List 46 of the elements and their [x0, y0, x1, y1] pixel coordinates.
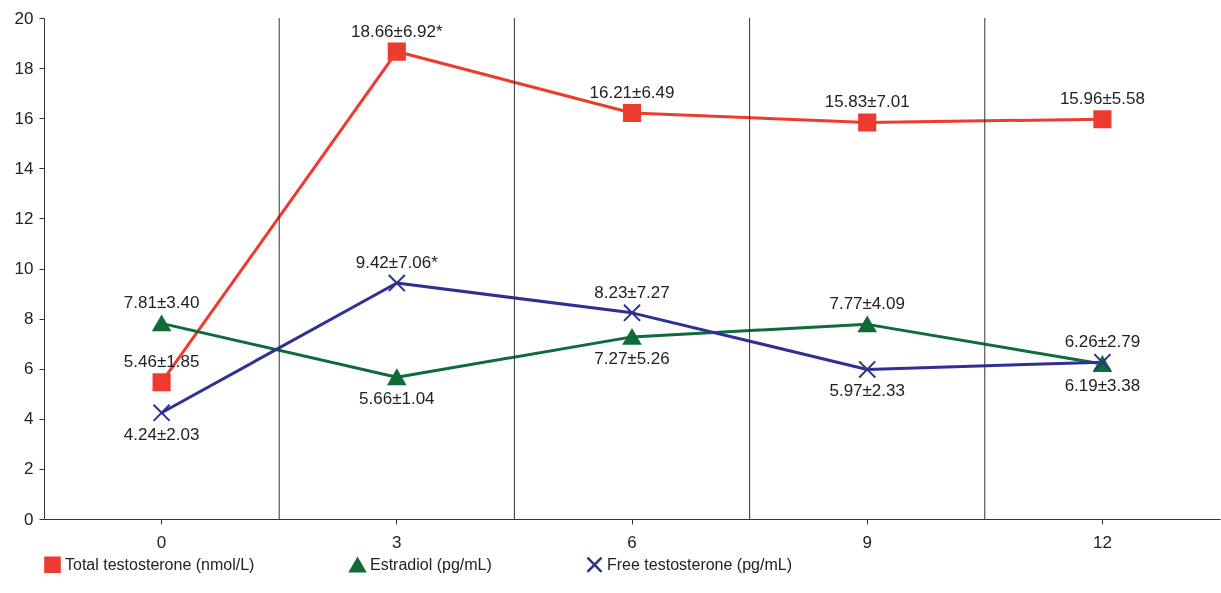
- point: [858, 113, 877, 132]
- y-tick-label: 10: [14, 259, 34, 278]
- y-tick-label: 12: [14, 208, 34, 228]
- point: [622, 328, 642, 345]
- data-label: 5.66±1.04: [359, 389, 435, 409]
- x-tick-label: 9: [862, 532, 872, 552]
- x-tick-label: 6: [627, 532, 637, 552]
- point: [152, 373, 171, 392]
- data-label: 15.96±5.58: [1059, 89, 1145, 109]
- data-label: 9.42±7.06*: [355, 253, 439, 273]
- data-label: 5.97±2.33: [829, 381, 905, 401]
- y-tick-label: 18: [14, 58, 34, 78]
- x-tick-label: 12: [1092, 532, 1112, 552]
- point: [387, 42, 406, 61]
- point: [622, 103, 642, 122]
- point: [152, 403, 171, 422]
- data-label: 7.27±5.26: [594, 348, 670, 368]
- y-tick-label: 0: [24, 509, 34, 529]
- y-tick-label: 16: [14, 108, 34, 128]
- y-tick-label: 20: [14, 8, 34, 28]
- point: [622, 303, 642, 322]
- data-label: 7.81±3.40: [123, 293, 200, 313]
- y-tick-label: 14: [14, 158, 34, 178]
- y-tick-label: 8: [24, 309, 34, 329]
- point: [858, 316, 877, 333]
- data-label: 15.83±7.01: [824, 92, 910, 112]
- legend-label: Free testosterone (pg/mL): [607, 555, 792, 573]
- y-tick-label: 2: [24, 459, 34, 479]
- point: [1093, 110, 1112, 129]
- point: [152, 315, 171, 332]
- point: [387, 273, 406, 293]
- data-label: 4.24±2.03: [123, 424, 200, 444]
- x-tick-label: 0: [156, 532, 167, 552]
- data-label: 7.77±4.09: [829, 294, 905, 314]
- data-label: 6.19±3.38: [1064, 375, 1141, 395]
- point: [387, 369, 406, 386]
- data-label: 6.26±2.79: [1064, 332, 1141, 352]
- y-tick-label: 4: [24, 409, 34, 429]
- data-label: 8.23±7.27: [594, 282, 670, 302]
- x-tick-label: 3: [392, 532, 402, 552]
- y-tick-label: 6: [24, 359, 34, 379]
- data-label: 16.21±6.49: [589, 82, 675, 102]
- data-label: 18.66±6.92*: [351, 21, 443, 41]
- legend-label: Total testosterone (nmol/L): [65, 555, 255, 573]
- legend-label: Estradiol (pg/mL): [370, 556, 492, 574]
- point: [858, 360, 877, 379]
